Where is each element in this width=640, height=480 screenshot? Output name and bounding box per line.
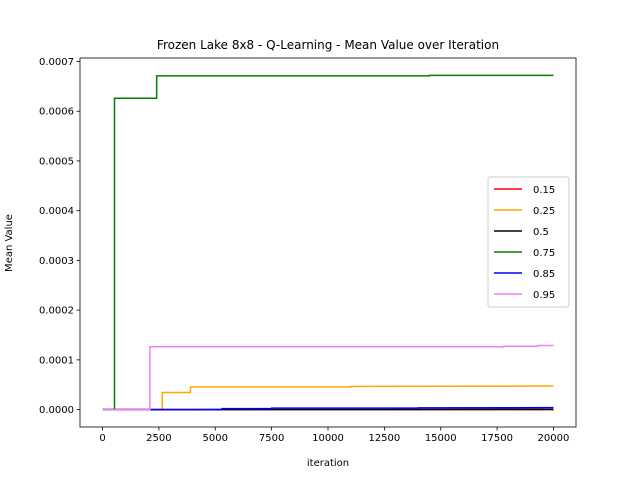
series-line-0.25 [102,385,554,411]
legend-label-0.25: 0.25 [533,206,555,217]
series-line-0.85 [102,406,554,411]
x-tick-label: 7500 [259,433,284,444]
legend-label-0.15: 0.15 [533,185,555,196]
y-tick-label: 0.0007 [39,57,74,68]
y-tick-label: 0.0004 [39,206,74,217]
legend-label-0.75: 0.75 [533,248,555,259]
plot-area: 0 2500 5000 7500 10000 12500 15000 17500 20000 0.… [39,57,577,444]
x-axis-label: iteration [307,458,349,469]
x-tick-label: 10000 [312,433,344,444]
x-tick-label: 5000 [203,433,228,444]
legend-label-0.5: 0.5 [533,227,549,238]
legend-frame [487,176,570,308]
y-tick-label: 0.0000 [39,405,74,416]
chart-title: Frozen Lake 8x8 - Q-Learning - Mean Valu… [157,38,499,52]
x-tick-label: 15000 [425,433,457,444]
y-tick-label: 0.0001 [39,355,74,366]
y-tick-label: 0.0006 [39,107,74,118]
x-tick-label: 20000 [538,433,570,444]
y-tick-label: 0.0003 [39,256,74,267]
legend: 0.15 0.25 0.5 0.75 0.85 0.95 [487,176,570,308]
series-line-0.75 [102,74,554,411]
x-tick-label: 2500 [146,433,171,444]
legend-label-0.95: 0.95 [533,290,555,301]
legend-label-0.85: 0.85 [533,269,555,280]
series-line-0.95 [102,344,554,411]
y-tick-label: 0.0005 [39,156,74,167]
x-tick-label: 0 [99,433,105,444]
x-tick-label: 17500 [481,433,513,444]
y-axis-label: Mean Value [4,214,15,272]
x-tick-label: 12500 [368,433,400,444]
y-tick-label: 0.0002 [39,306,74,317]
